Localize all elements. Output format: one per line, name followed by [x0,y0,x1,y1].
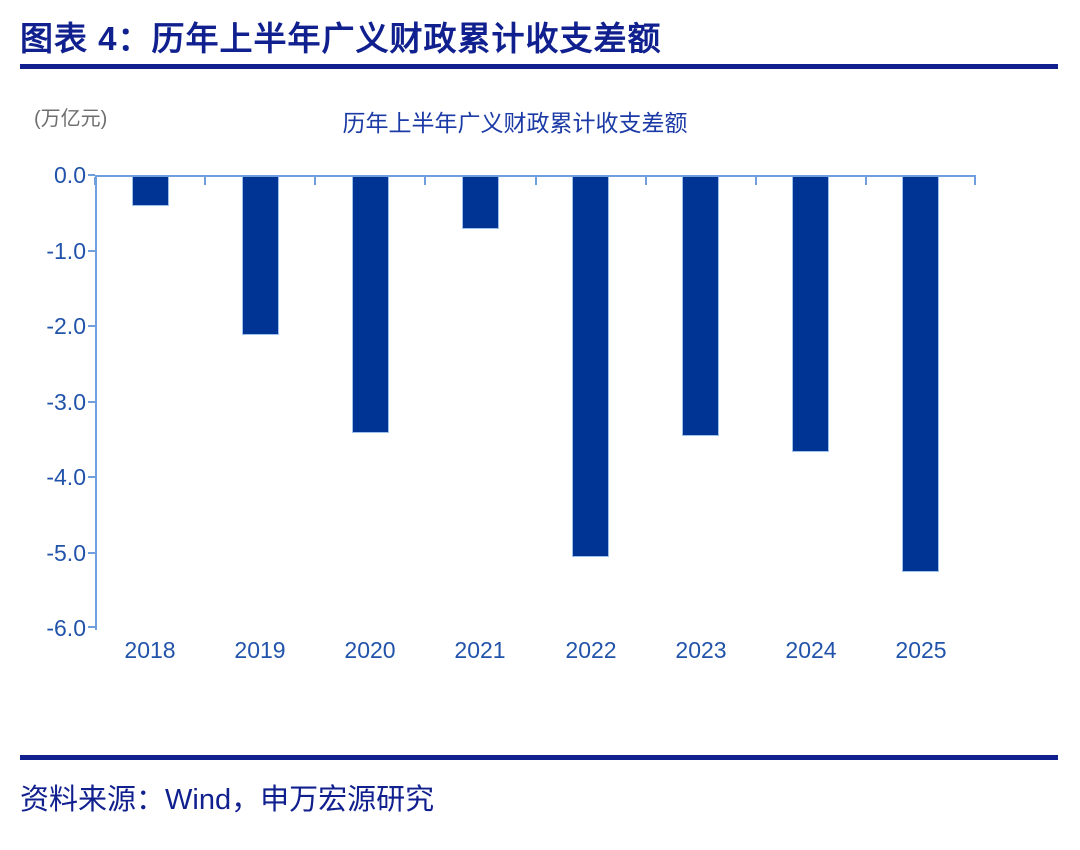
x-axis-tick-label: 2022 [565,637,617,663]
figure-caption: 图表 4：历年上半年广义财政累计收支差额 [20,20,662,57]
x-axis-tick-label: 2024 [785,637,837,663]
x-axis-tick-label: 2019 [234,637,286,663]
y-axis-tick-label: -6.0 [46,615,86,641]
bar-2025 [902,176,940,572]
x-axis-tick-label: 2020 [344,637,396,663]
y-axis-line [95,175,97,630]
zero-baseline [95,175,976,177]
x-axis-tick [314,177,316,185]
x-axis-tick [204,177,206,185]
x-axis-tick-label: 2021 [454,637,506,663]
y-axis-tick-label: -2.0 [46,313,86,339]
y-axis-tick [88,250,95,252]
bar-2021 [461,176,499,229]
plot-area [88,174,976,630]
y-axis-tick-label: -1.0 [46,238,86,264]
y-axis-tick [88,325,95,327]
y-axis-tick [88,476,95,478]
y-axis-unit-label: (万亿元) [34,108,108,130]
y-axis-tick [88,174,95,176]
x-axis-tick [645,177,647,185]
bar-2023 [682,176,720,436]
x-axis-tick [974,177,976,185]
y-axis-tick-label: -5.0 [46,540,86,566]
y-axis-tick [88,552,95,554]
header-rule [20,64,1058,69]
bar-2020 [351,176,389,433]
x-axis-tick-label: 2023 [675,637,727,663]
chart-title: 历年上半年广义财政累计收支差额 [342,110,688,136]
bar-2018 [131,176,169,206]
x-axis-tick [755,177,757,185]
bar-2019 [241,176,279,335]
footer-rule [20,755,1058,760]
y-axis-tick [88,626,95,628]
x-axis-tick [535,177,537,185]
x-axis-tick-label: 2018 [124,637,176,663]
y-axis-tick-label: 0.0 [54,162,86,188]
bar-2022 [572,176,610,557]
y-axis-tick-label: -3.0 [46,389,86,415]
bar-2024 [792,176,830,452]
x-axis-tick [865,177,867,185]
x-axis-tick-label: 2025 [895,637,947,663]
y-axis-tick [88,401,95,403]
x-axis-tick [94,177,96,185]
source-note: 资料来源：Wind，申万宏源研究 [20,784,435,816]
y-axis-tick-label: -4.0 [46,464,86,490]
x-axis-tick [424,177,426,185]
